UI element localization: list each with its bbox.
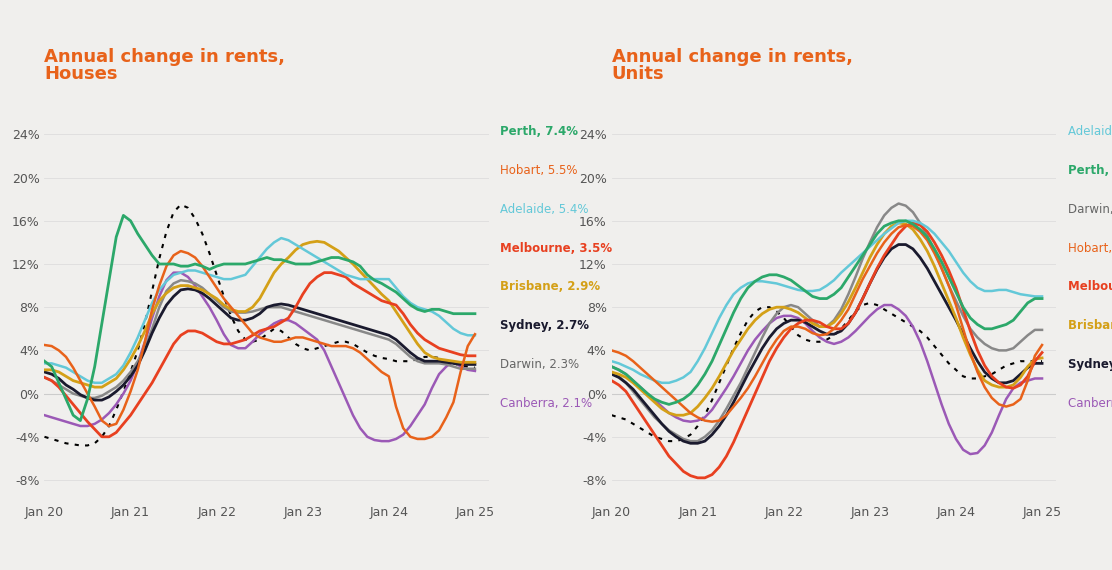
Text: Units: Units: [612, 64, 664, 83]
Text: Perth, 7.4%: Perth, 7.4%: [500, 125, 578, 139]
Text: Darwin, 5.9%: Darwin, 5.9%: [1068, 203, 1112, 216]
Text: Melbourne, 3.8%: Melbourne, 3.8%: [1068, 280, 1112, 294]
Text: Brisbane, 3.3%: Brisbane, 3.3%: [1068, 319, 1112, 332]
Text: Annual change in rents,: Annual change in rents,: [612, 47, 853, 66]
Text: Canberra, 2.1%: Canberra, 2.1%: [500, 397, 593, 410]
Text: Melbourne, 3.5%: Melbourne, 3.5%: [500, 242, 613, 255]
Text: Houses: Houses: [44, 64, 118, 83]
Text: Annual change in rents,: Annual change in rents,: [44, 47, 286, 66]
Text: Perth, 8.8%: Perth, 8.8%: [1068, 164, 1112, 177]
Text: Sydney, 2.8%: Sydney, 2.8%: [1068, 358, 1112, 371]
Text: Sydney, 2.7%: Sydney, 2.7%: [500, 319, 589, 332]
Text: Darwin, 2.3%: Darwin, 2.3%: [500, 358, 579, 371]
Text: Canberra, 1.4%: Canberra, 1.4%: [1068, 397, 1112, 410]
Text: Brisbane, 2.9%: Brisbane, 2.9%: [500, 280, 600, 294]
Text: Hobart, 4.5%: Hobart, 4.5%: [1068, 242, 1112, 255]
Text: Adelaide, 9.0%: Adelaide, 9.0%: [1068, 125, 1112, 139]
Text: Adelaide, 5.4%: Adelaide, 5.4%: [500, 203, 589, 216]
Text: Hobart, 5.5%: Hobart, 5.5%: [500, 164, 578, 177]
